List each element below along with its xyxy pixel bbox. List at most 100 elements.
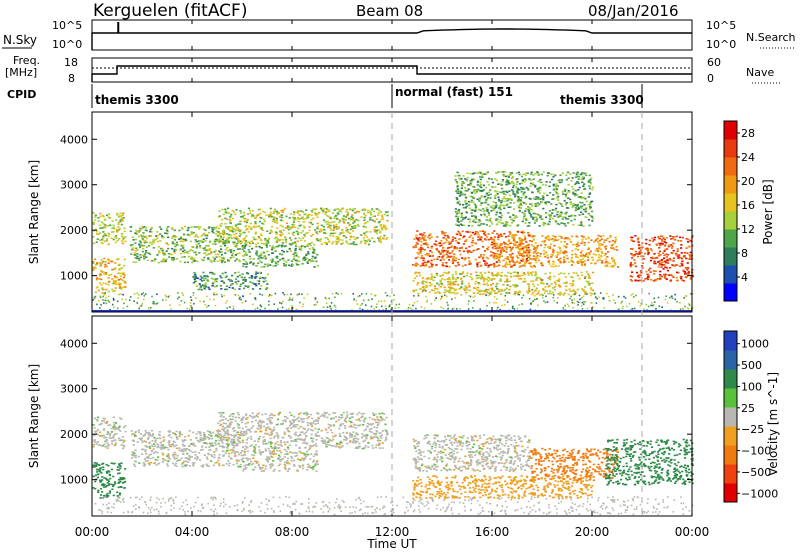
power-ground-cell	[486, 305, 488, 307]
power-cell	[542, 197, 545, 199]
power-cell	[244, 217, 247, 220]
power-cell	[315, 231, 318, 233]
power-cell	[589, 179, 592, 181]
power-ground-cell	[447, 307, 449, 310]
nsky-label: N.Sky	[3, 33, 37, 47]
velocity-cell	[124, 468, 127, 470]
power-cell	[148, 244, 151, 247]
power-cell	[546, 194, 549, 197]
power-cell	[230, 213, 233, 216]
power-cell	[518, 188, 521, 191]
power-cell	[274, 256, 277, 258]
power-cell	[345, 216, 348, 218]
power-cell	[424, 235, 427, 237]
power-cell	[495, 194, 498, 196]
power-cell	[456, 184, 459, 187]
power-cell	[483, 196, 486, 198]
power-cell	[480, 196, 483, 198]
power-cell	[470, 180, 473, 183]
power-cell	[525, 241, 528, 243]
power-ground-cell	[518, 293, 520, 296]
power-ground-cell	[264, 307, 266, 310]
power-cell	[447, 236, 450, 238]
power-cell	[513, 236, 516, 238]
power-cell	[289, 226, 292, 229]
power-cell	[121, 220, 124, 222]
velocity-cell	[102, 466, 105, 468]
power-cell	[212, 231, 215, 234]
power-cell	[557, 253, 560, 256]
power-cell	[480, 186, 483, 189]
power-cell	[524, 174, 527, 176]
power-cell	[107, 235, 110, 238]
power-cell	[303, 259, 307, 261]
power-cell	[477, 221, 480, 223]
power-ground-cell	[651, 302, 653, 304]
power-cell	[412, 290, 416, 293]
power-cell	[349, 224, 352, 226]
power-cell	[479, 181, 482, 184]
power-cell	[569, 173, 572, 175]
power-cell	[304, 258, 307, 260]
power-cell	[521, 179, 524, 182]
power-cell	[637, 241, 640, 243]
velocity-cell	[100, 422, 103, 425]
power-cell	[242, 263, 245, 265]
power-cell	[203, 232, 206, 235]
power-cell	[372, 210, 375, 213]
power-cell	[512, 238, 516, 240]
power-cell	[506, 284, 509, 286]
power-cell	[329, 217, 333, 220]
power-cell	[570, 276, 573, 278]
power-cell	[546, 223, 550, 225]
power-cell	[560, 235, 563, 238]
power-cell	[104, 261, 107, 263]
power-cell	[494, 190, 497, 193]
power-cell	[207, 286, 210, 289]
power-cell	[306, 215, 309, 218]
velocity-cell	[111, 488, 114, 491]
power-cell	[159, 240, 162, 242]
power-cell	[664, 275, 667, 278]
power-ground-cell	[181, 292, 184, 294]
power-cell	[500, 184, 503, 186]
power-cell	[469, 172, 472, 175]
power-cell	[353, 219, 356, 221]
power-cell	[255, 271, 258, 273]
power-cell	[193, 257, 196, 260]
power-ground-cell	[144, 293, 147, 295]
power-cell	[474, 216, 477, 219]
power-cell	[527, 249, 530, 251]
power-cell	[539, 278, 542, 280]
power-cell	[346, 229, 349, 231]
velocity-cell	[114, 482, 117, 485]
power-cell	[454, 179, 457, 181]
power-cell	[525, 244, 528, 247]
power-cell	[479, 276, 482, 279]
power-cell	[600, 238, 603, 241]
power-cell	[245, 224, 248, 227]
power-cell	[451, 250, 454, 252]
power-cell	[581, 176, 584, 178]
power-cell	[533, 247, 536, 249]
power-cell	[533, 222, 536, 224]
power-cell	[506, 224, 509, 226]
power-cell	[505, 175, 508, 178]
power-cell	[670, 244, 673, 246]
power-cell	[247, 207, 251, 210]
power-cell	[652, 262, 656, 265]
power-cell	[557, 265, 560, 267]
power-cell	[451, 261, 455, 263]
velocity-cell	[112, 427, 115, 429]
velocity-cell	[101, 463, 104, 465]
power-ground-cell	[416, 300, 419, 303]
power-cell	[145, 241, 148, 243]
power-cell	[559, 291, 562, 294]
power-cell	[95, 241, 98, 243]
power-cell	[422, 289, 425, 292]
power-cell	[374, 230, 377, 233]
power-cell	[427, 236, 430, 238]
power-cell	[487, 194, 490, 196]
power-cell	[491, 186, 494, 188]
power-cell	[482, 223, 485, 225]
